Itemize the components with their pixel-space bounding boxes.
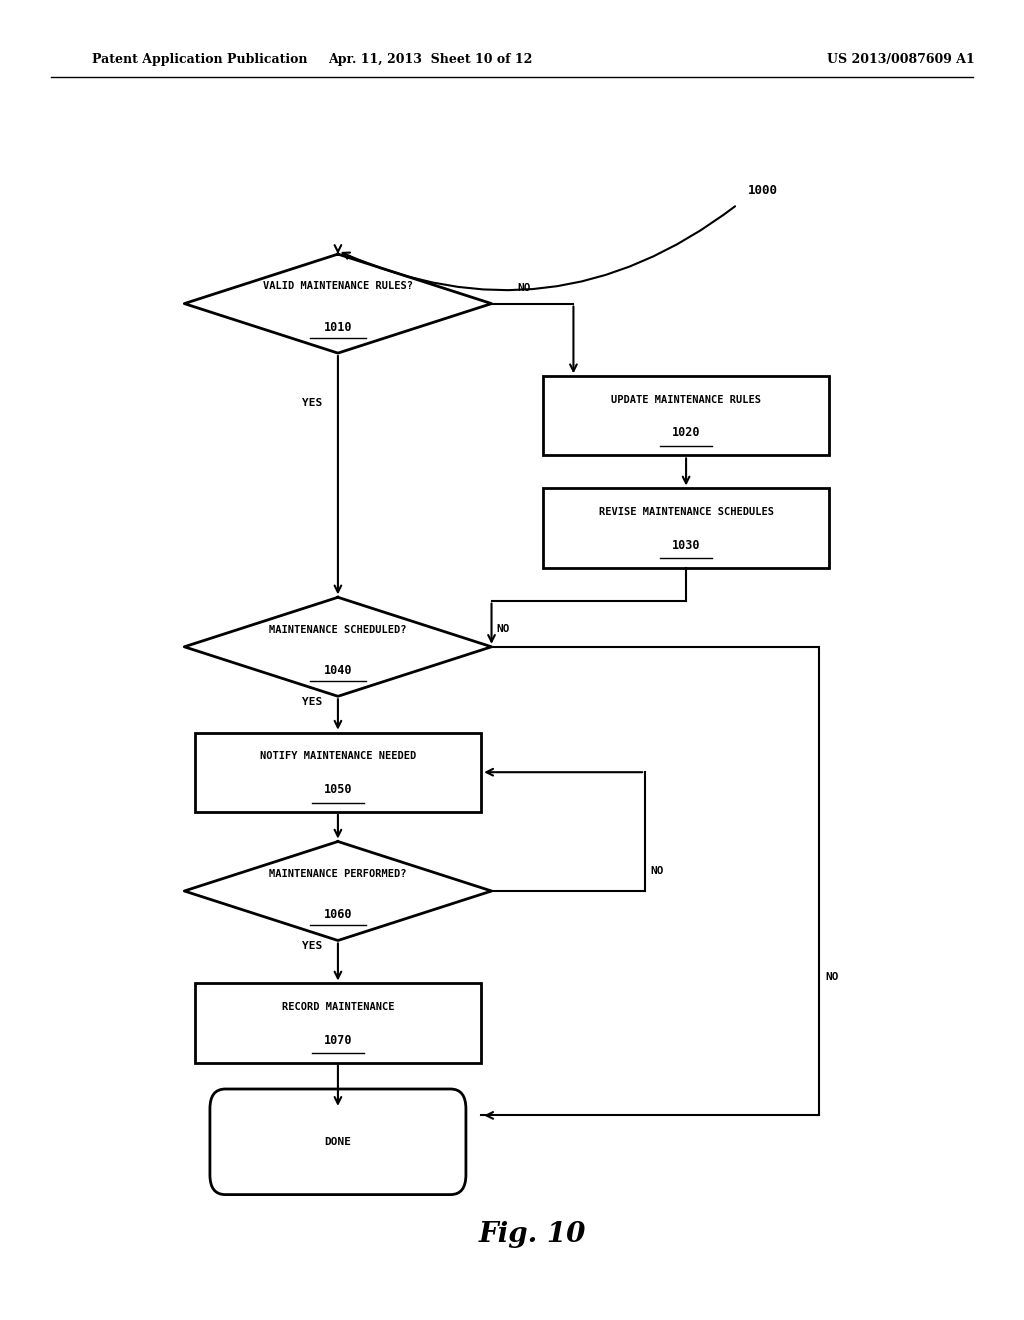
Text: 1070: 1070: [324, 1034, 352, 1047]
Text: Fig. 10: Fig. 10: [479, 1221, 586, 1247]
FancyArrowPatch shape: [343, 206, 735, 290]
Text: YES: YES: [302, 941, 323, 952]
Bar: [195, 733, 481, 812]
Text: NO: NO: [517, 282, 530, 293]
Text: 1060: 1060: [324, 908, 352, 921]
Text: US 2013/0087609 A1: US 2013/0087609 A1: [827, 53, 975, 66]
Text: MAINTENANCE SCHEDULED?: MAINTENANCE SCHEDULED?: [269, 624, 407, 635]
Text: DONE: DONE: [325, 1137, 351, 1147]
Text: 1000: 1000: [748, 183, 777, 197]
Text: 1050: 1050: [324, 783, 352, 796]
Text: NO: NO: [497, 623, 510, 634]
Text: 1020: 1020: [672, 426, 700, 440]
Text: 1030: 1030: [672, 539, 700, 552]
Text: NO: NO: [825, 972, 839, 982]
Text: RECORD MAINTENANCE: RECORD MAINTENANCE: [282, 1002, 394, 1012]
Text: YES: YES: [302, 697, 323, 708]
Text: UPDATE MAINTENANCE RULES: UPDATE MAINTENANCE RULES: [611, 395, 761, 405]
Bar: [543, 488, 829, 568]
Bar: [195, 983, 481, 1063]
Bar: [543, 376, 829, 455]
Text: Patent Application Publication: Patent Application Publication: [92, 53, 307, 66]
Text: YES: YES: [302, 397, 323, 408]
Text: REVISE MAINTENANCE SCHEDULES: REVISE MAINTENANCE SCHEDULES: [599, 507, 773, 517]
Text: 1010: 1010: [324, 321, 352, 334]
Text: NOTIFY MAINTENANCE NEEDED: NOTIFY MAINTENANCE NEEDED: [260, 751, 416, 762]
Text: MAINTENANCE PERFORMED?: MAINTENANCE PERFORMED?: [269, 869, 407, 879]
Text: VALID MAINTENANCE RULES?: VALID MAINTENANCE RULES?: [263, 281, 413, 292]
Text: 1040: 1040: [324, 664, 352, 677]
Text: Apr. 11, 2013  Sheet 10 of 12: Apr. 11, 2013 Sheet 10 of 12: [328, 53, 532, 66]
Text: NO: NO: [650, 866, 664, 876]
